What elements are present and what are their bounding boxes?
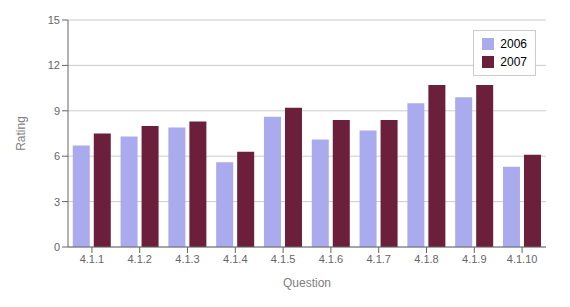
svg-text:9: 9 <box>54 105 60 117</box>
svg-text:Rating: Rating <box>14 116 28 151</box>
svg-text:0: 0 <box>54 241 60 253</box>
svg-text:4.1.9: 4.1.9 <box>462 253 486 265</box>
svg-text:Question: Question <box>283 276 331 290</box>
svg-text:6: 6 <box>54 150 60 162</box>
html-text:2006: 2006 <box>500 37 527 51</box>
svg-text:4.1.3: 4.1.3 <box>175 253 199 265</box>
svg-text:4.1.8: 4.1.8 <box>414 253 438 265</box>
svg-text:4.1.7: 4.1.7 <box>366 253 390 265</box>
svg-text:4.1.5: 4.1.5 <box>271 253 295 265</box>
svg-text:3: 3 <box>54 196 60 208</box>
svg-text:4.1.2: 4.1.2 <box>127 253 151 265</box>
svg-text:12: 12 <box>48 59 60 71</box>
svg-text:4.1.6: 4.1.6 <box>319 253 343 265</box>
html-text:2007: 2007 <box>500 55 527 69</box>
svg-text:4.1.10: 4.1.10 <box>507 253 538 265</box>
svg-text:4.1.1: 4.1.1 <box>80 253 104 265</box>
svg-text:15: 15 <box>48 14 60 26</box>
svg-text:4.1.4: 4.1.4 <box>223 253 247 265</box>
